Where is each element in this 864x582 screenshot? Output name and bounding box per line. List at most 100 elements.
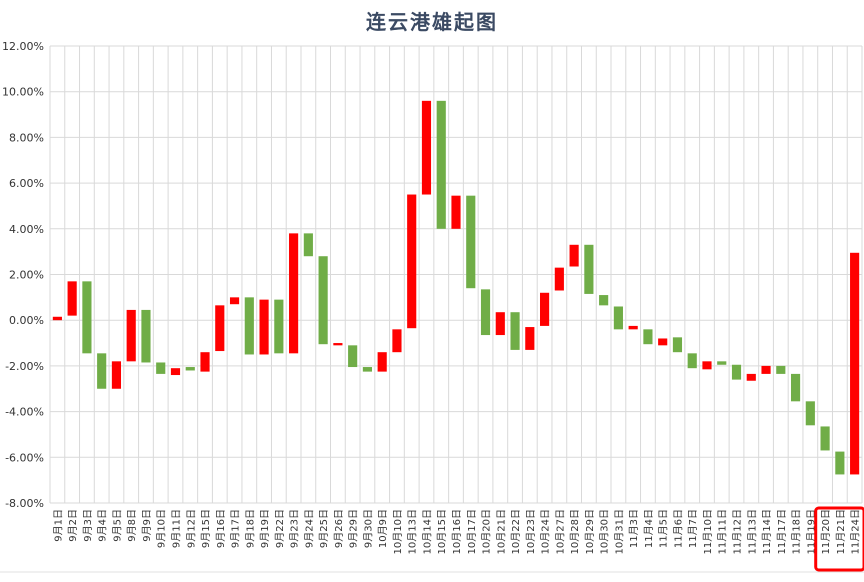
bar-10月28日	[569, 244, 579, 267]
x-tick-label: 11月5日	[658, 509, 670, 548]
bar-11月3日	[628, 325, 638, 330]
x-tick-label: 9月26日	[333, 509, 345, 548]
x-tick-label: 10月30日	[599, 509, 611, 554]
x-tick-label: 11月13日	[746, 509, 758, 554]
bar-10月29日	[584, 244, 594, 294]
bar-11月20日	[820, 426, 830, 451]
x-tick-label: 11月3日	[628, 509, 640, 548]
x-tick-label: 9月30日	[362, 509, 374, 548]
bar-11月14日	[761, 365, 771, 374]
x-tick-label: 11月20日	[820, 509, 832, 554]
bar-11月12日	[731, 364, 742, 380]
bar-9月24日	[303, 233, 313, 257]
bar-9月29日	[348, 345, 358, 368]
bar-10月13日	[407, 194, 417, 329]
bar-10月17日	[466, 195, 476, 289]
bar-11月19日	[805, 401, 815, 426]
x-tick-label: 10月20日	[481, 509, 493, 554]
bar-9月11日	[170, 368, 181, 376]
x-tick-label: 11月7日	[687, 509, 699, 548]
x-tick-label: 9月22日	[274, 509, 286, 548]
bar-9月23日	[289, 233, 299, 354]
x-tick-label: 9月23日	[289, 509, 301, 548]
bar-9月5日	[111, 361, 122, 389]
bar-series	[52, 100, 860, 475]
bar-10月9日	[377, 352, 387, 372]
x-tick-label: 11月6日	[672, 509, 684, 548]
x-tick-label: 10月23日	[525, 509, 537, 554]
x-tick-label: 11月18日	[791, 509, 803, 554]
bar-9月10日	[156, 362, 166, 374]
x-tick-label: 10月22日	[510, 509, 522, 554]
x-tick-label: 11月24日	[850, 509, 862, 554]
x-tick-label: 10月27日	[554, 509, 566, 554]
x-tick-label: 10月29日	[584, 509, 596, 554]
bar-11月17日	[776, 365, 786, 374]
x-tick-label: 11月14日	[761, 509, 773, 554]
x-tick-label: 9月11日	[170, 509, 182, 548]
bar-9月30日	[362, 367, 372, 372]
bar-11月10日	[702, 361, 712, 370]
y-tick-label: 8.00%	[9, 131, 44, 144]
bar-10月27日	[554, 267, 564, 291]
bar-11月6日	[672, 337, 683, 353]
x-tick-label: 11月4日	[643, 509, 655, 548]
bar-11月7日	[687, 353, 697, 369]
bar-10月24日	[540, 292, 550, 326]
bar-9月17日	[229, 297, 240, 305]
bar-9月4日	[97, 353, 107, 389]
x-tick-label: 9月17日	[230, 509, 242, 548]
x-tick-label: 9月9日	[141, 509, 153, 542]
y-tick-label: -2.00%	[5, 360, 44, 373]
bar-9月9日	[141, 309, 151, 363]
y-axis-tick-labels: 12.00% 10.00% 8.00% 6.00% 4.00% 2.00% 0.00% -2.…	[2, 40, 44, 510]
x-tick-label: 10月24日	[540, 509, 552, 554]
bar-11月24日	[850, 252, 860, 475]
x-tick-label: 9月2日	[67, 509, 79, 542]
bar-10月20日	[480, 289, 491, 336]
y-tick-label: 2.00%	[9, 269, 44, 282]
bar-10月31日	[613, 306, 623, 330]
bar-9月25日	[318, 256, 328, 345]
bar-10月10日	[392, 329, 402, 353]
bar-11月5日	[658, 338, 668, 346]
bar-11月21日	[835, 451, 845, 475]
x-tick-label: 9月3日	[82, 509, 94, 542]
x-tick-label: 10月21日	[495, 509, 507, 554]
x-tick-label: 9月16日	[215, 509, 227, 548]
x-tick-label: 10月16日	[451, 509, 463, 554]
chart-title: 连云港雄起图	[366, 10, 498, 34]
bar-9月3日	[82, 281, 92, 354]
x-tick-label: 9月8日	[126, 509, 138, 542]
x-tick-label: 9月4日	[97, 509, 109, 542]
y-tick-label: 10.00%	[2, 86, 44, 99]
bar-9月2日	[67, 281, 77, 316]
y-tick-label: 6.00%	[9, 177, 44, 190]
x-tick-label: 11月21日	[835, 509, 847, 554]
bar-10月14日	[421, 100, 432, 195]
x-tick-label: 10月17日	[466, 509, 478, 554]
y-tick-label: -4.00%	[5, 406, 44, 419]
y-gridlines	[50, 45, 862, 504]
bar-9月26日	[333, 343, 343, 346]
x-tick-label: 9月18日	[244, 509, 256, 548]
bar-11月18日	[790, 373, 801, 402]
bar-9月8日	[126, 309, 136, 362]
x-tick-label: 11月12日	[732, 509, 744, 554]
y-tick-label: 4.00%	[9, 223, 44, 236]
bar-9月16日	[215, 305, 225, 352]
bar-9月1日	[52, 316, 62, 321]
x-axis-tick-labels: 9月1日 9月2日 9月3日 9月4日 9月5日 9月8日 9月9日 9月10日 9月11日 9月…	[52, 509, 861, 554]
highlight-box	[814, 506, 864, 572]
chart-frame	[0, 506, 864, 573]
x-tick-label: 10月15日	[436, 509, 448, 554]
bar-11月4日	[643, 329, 653, 345]
x-tick-label: 9月25日	[318, 509, 330, 548]
bar-9月18日	[244, 297, 254, 355]
x-gridlines	[49, 46, 863, 503]
x-tick-label: 9月1日	[52, 509, 64, 542]
x-tick-label: 9月5日	[111, 509, 123, 542]
y-tick-label: 0.00%	[9, 314, 44, 327]
bar-9月22日	[274, 299, 284, 354]
